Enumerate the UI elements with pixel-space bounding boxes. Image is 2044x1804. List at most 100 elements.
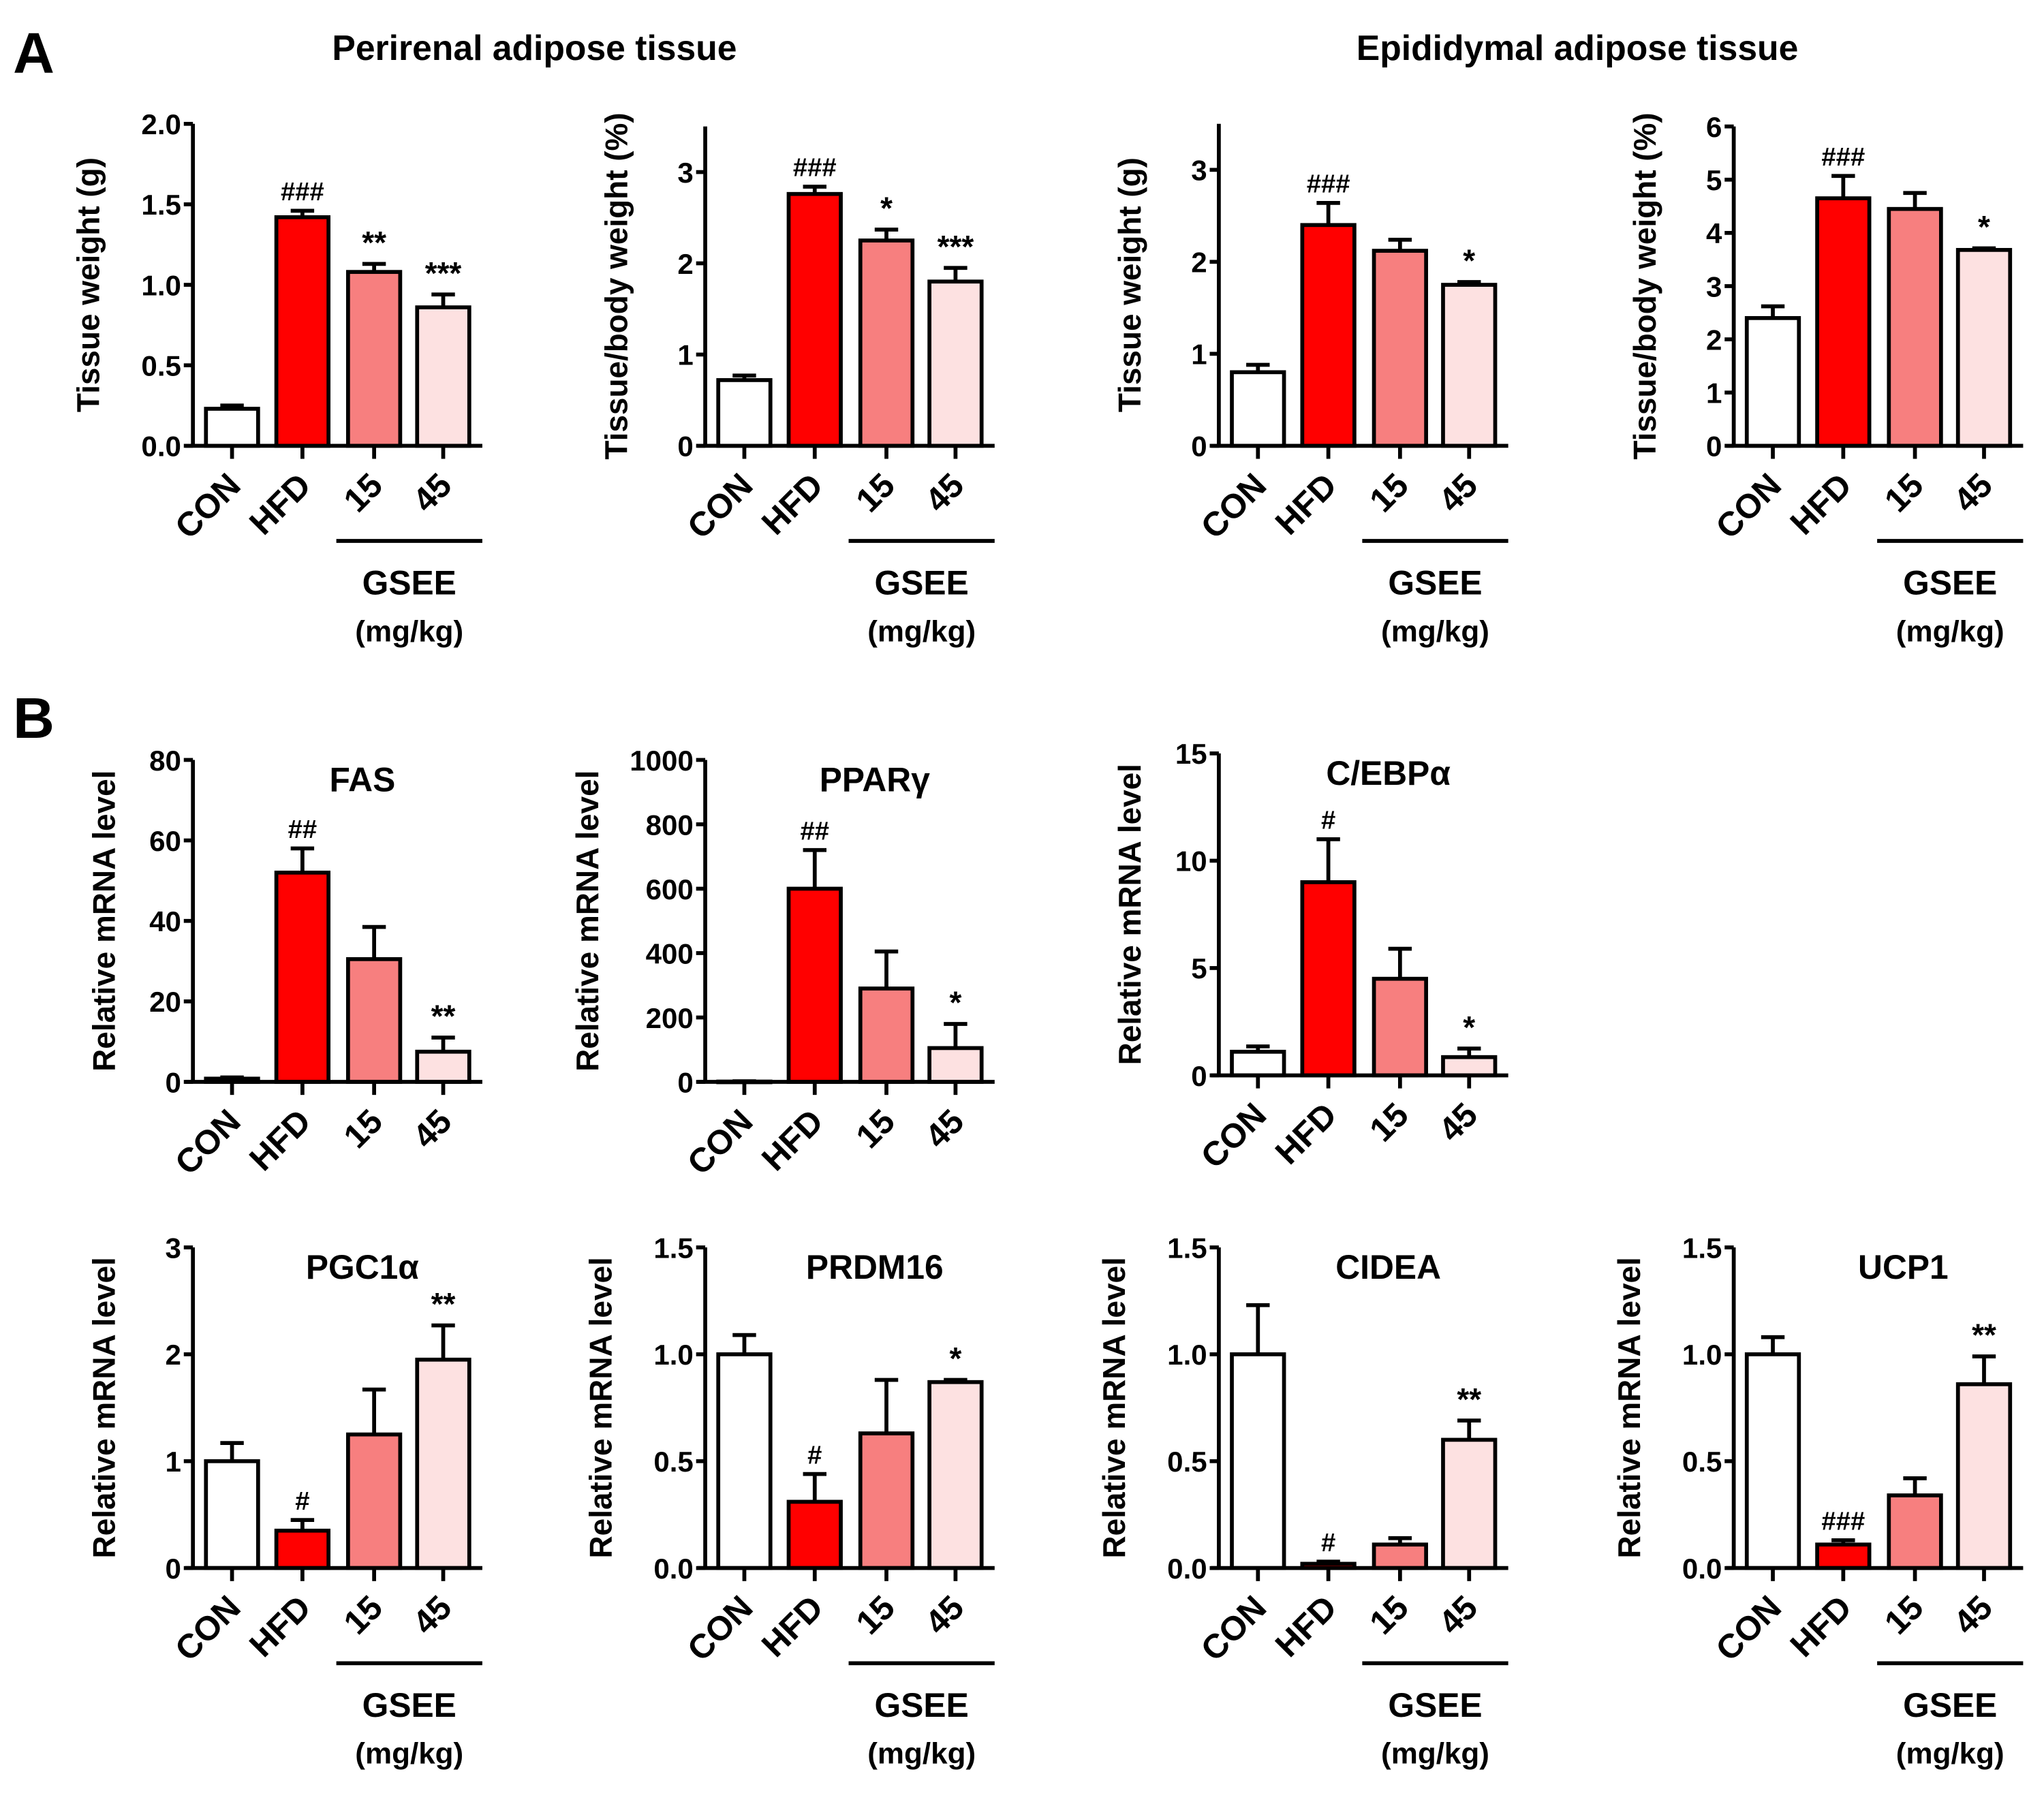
gsee-label: GSEE [362, 1686, 456, 1724]
bar-hfd [1815, 196, 1872, 448]
x-tick-label: 15 [848, 1588, 902, 1642]
bar-15 [1372, 976, 1428, 1078]
significance-label: ## [801, 816, 830, 845]
chart-fas: CON ## HFD 15 ** 45 0 20 40 60 80 Relative mRNA lev… [86, 745, 482, 1182]
significance-label: ** [1972, 1318, 1996, 1353]
x-tick-label: HFD [1268, 466, 1344, 542]
x-tick-label: HFD [1268, 1095, 1344, 1172]
significance-label: ** [362, 225, 386, 260]
y-tick-label: 0 [1706, 431, 1722, 463]
y-tick-label: 0.0 [1167, 1553, 1207, 1585]
y-tick-label: 1.0 [141, 269, 181, 301]
x-tick-label: CON [168, 1588, 248, 1668]
y-axis-label: Relative mRNA level [1096, 1257, 1132, 1558]
bar-con [1744, 315, 1801, 448]
y-tick-label: 0.5 [141, 350, 181, 382]
y-tick-label: 1000 [630, 745, 694, 777]
x-tick-label: CON [1194, 466, 1274, 546]
x-tick-label: HFD [754, 466, 831, 542]
x-tick-label: HFD [242, 1102, 318, 1178]
significance-label: * [949, 1341, 961, 1376]
y-tick-label: 600 [646, 873, 694, 905]
x-tick-label: 15 [1877, 1588, 1931, 1642]
y-tick-label: 0.0 [653, 1553, 694, 1585]
bar-45 [415, 1049, 471, 1084]
bar-45 [1955, 1382, 2013, 1570]
y-tick-label: 0 [677, 431, 693, 463]
bar-hfd [274, 215, 331, 448]
gsee-label: GSEE [875, 563, 969, 602]
y-tick-label: 4 [1706, 217, 1722, 249]
dose-unit-label: (mg/kg) [867, 1737, 976, 1771]
x-tick-label: 45 [1431, 1588, 1485, 1642]
significance-label: ### [1821, 1507, 1865, 1536]
chart-title: FAS [330, 760, 396, 798]
chart-title: CIDEA [1335, 1248, 1441, 1286]
bar-45 [927, 279, 984, 448]
x-tick-label: 45 [405, 466, 459, 520]
y-tick-label: 0.5 [1167, 1446, 1207, 1478]
significance-label: ### [793, 153, 837, 183]
x-tick-label: 45 [1431, 1095, 1485, 1149]
x-tick-label: 45 [918, 1588, 972, 1642]
bar-con [204, 1459, 260, 1570]
gsee-label: GSEE [875, 1686, 969, 1724]
bar-hfd [274, 1528, 331, 1570]
bar-hfd [1300, 880, 1357, 1078]
bar-15 [345, 1432, 403, 1570]
y-axis-label: Relative mRNA level [583, 1257, 618, 1558]
bar-45 [1441, 1055, 1498, 1078]
chart-prdm16: CON # HFD 15 * 45 0.0 0.5 1.0 1.5 Relative mRNA le… [583, 1232, 995, 1771]
dose-unit-label: (mg/kg) [1896, 1737, 2004, 1771]
significance-label: ## [288, 815, 318, 844]
significance-label: # [1321, 1528, 1335, 1557]
bar-hfd [786, 1499, 843, 1570]
bar-con [716, 1352, 773, 1570]
y-tick-label: 5 [1191, 952, 1207, 984]
bar-15 [858, 986, 915, 1084]
bar-45 [415, 1357, 471, 1570]
y-axis-label: Tissue weight (g) [1112, 157, 1147, 412]
bar-15 [345, 957, 403, 1084]
y-tick-label: 0.5 [653, 1446, 694, 1478]
bar-con [204, 407, 260, 448]
y-tick-label: 1.0 [653, 1339, 694, 1371]
y-tick-label: 2.0 [141, 108, 181, 140]
x-tick-label: 15 [336, 1588, 390, 1642]
significance-label: ** [431, 999, 456, 1034]
dose-unit-label: (mg/kg) [867, 615, 976, 648]
x-tick-label: HFD [754, 1102, 831, 1178]
significance-label: * [880, 191, 893, 226]
y-tick-label: 1.0 [1682, 1339, 1722, 1371]
x-tick-label: 15 [848, 1102, 902, 1155]
chart-cebpa: CON # HFD 15 * 45 0 5 10 15 Relative mRNA level C/E… [1112, 738, 1508, 1176]
y-tick-label: 0 [166, 1553, 181, 1585]
section-title-perirenal: Perirenal adipose tissue [332, 28, 737, 67]
dose-unit-label: (mg/kg) [1381, 1737, 1489, 1771]
chart-title: PGC1α [306, 1248, 419, 1286]
chart-pgc1a: CON # HFD 15 ** 45 0 1 2 3 Relative mRNA level PGC1… [86, 1232, 482, 1771]
y-axis-label: Relative mRNA level [86, 771, 121, 1072]
y-tick-label: 6 [1706, 111, 1722, 143]
significance-label: *** [425, 255, 462, 291]
significance-label: * [1978, 209, 1990, 245]
y-tick-label: 0 [1191, 1060, 1207, 1092]
dose-unit-label: (mg/kg) [355, 1737, 463, 1771]
chart-ucp1: CON ### HFD 15 ** 45 0.0 0.5 1.0 1.5 Relative mRNA… [1611, 1232, 2024, 1771]
x-tick-label: CON [1708, 466, 1788, 546]
x-tick-label: CON [1194, 1588, 1274, 1668]
x-tick-label: 45 [1431, 466, 1485, 520]
gsee-label: GSEE [1903, 563, 1997, 602]
gsee-label: GSEE [362, 563, 456, 602]
y-tick-label: 5 [1706, 164, 1722, 196]
y-tick-label: 1.5 [1682, 1232, 1722, 1264]
x-tick-label: 45 [405, 1588, 459, 1642]
bar-45 [927, 1380, 984, 1570]
y-tick-label: 2 [1191, 247, 1207, 279]
significance-label: ### [281, 177, 324, 206]
x-tick-label: CON [680, 1102, 760, 1182]
y-tick-label: 3 [1706, 270, 1722, 302]
y-tick-label: 1.5 [653, 1232, 694, 1264]
